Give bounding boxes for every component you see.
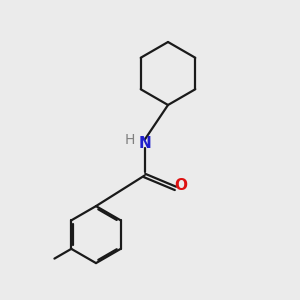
Text: O: O [174, 178, 188, 194]
Text: N: N [138, 136, 151, 151]
Text: H: H [125, 133, 135, 147]
